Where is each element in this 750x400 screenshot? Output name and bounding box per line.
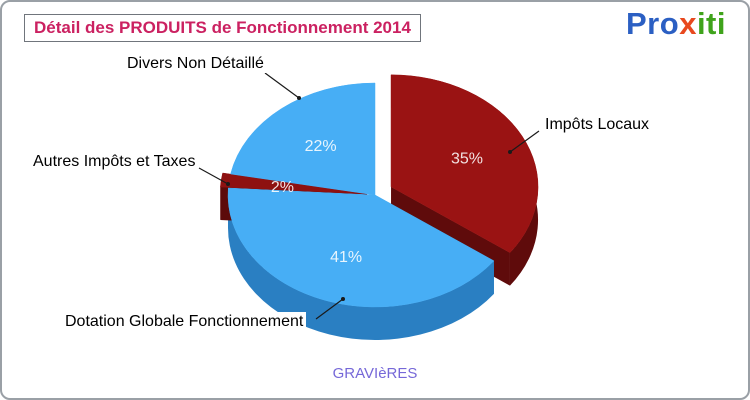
slice-percent-label: 22% — [305, 138, 337, 155]
proxiti-logo: Proxiti — [626, 6, 726, 42]
label-leader-line — [509, 130, 540, 153]
chart-title: Détail des PRODUITS de Fonctionnement 20… — [24, 14, 421, 42]
label-leader-line — [264, 72, 300, 99]
slice-percent-label: 35% — [451, 150, 483, 167]
logo-segment: iti — [696, 6, 726, 41]
slice-percent-label: 2% — [271, 179, 294, 196]
slice-percent-label: 41% — [330, 249, 362, 266]
leader-line-dot — [226, 182, 230, 186]
pie-slice-side-wall — [228, 195, 494, 341]
commune-name: GRAVIèRES — [332, 365, 418, 382]
label-leader-line — [315, 298, 344, 320]
pie-slice-0 — [390, 74, 539, 253]
leader-line-dot — [508, 150, 512, 154]
logo-segment: Pro — [626, 6, 680, 41]
pie-slice-1 — [227, 187, 495, 308]
label-autres-impots-et-taxes: Autres Impôts et Taxes — [30, 152, 199, 171]
logo-segment: x — [679, 6, 697, 41]
label-divers-non-detaille: Divers Non Détaillé — [124, 54, 267, 73]
leader-line-dot — [341, 297, 345, 301]
label-dotation-globale: Dotation Globale Fonctionnement — [62, 312, 307, 331]
label-leader-line — [198, 167, 229, 185]
pie-slice-3 — [230, 82, 376, 196]
leader-line-dot — [297, 96, 301, 100]
label-impots-locaux: Impôts Locaux — [542, 115, 653, 134]
